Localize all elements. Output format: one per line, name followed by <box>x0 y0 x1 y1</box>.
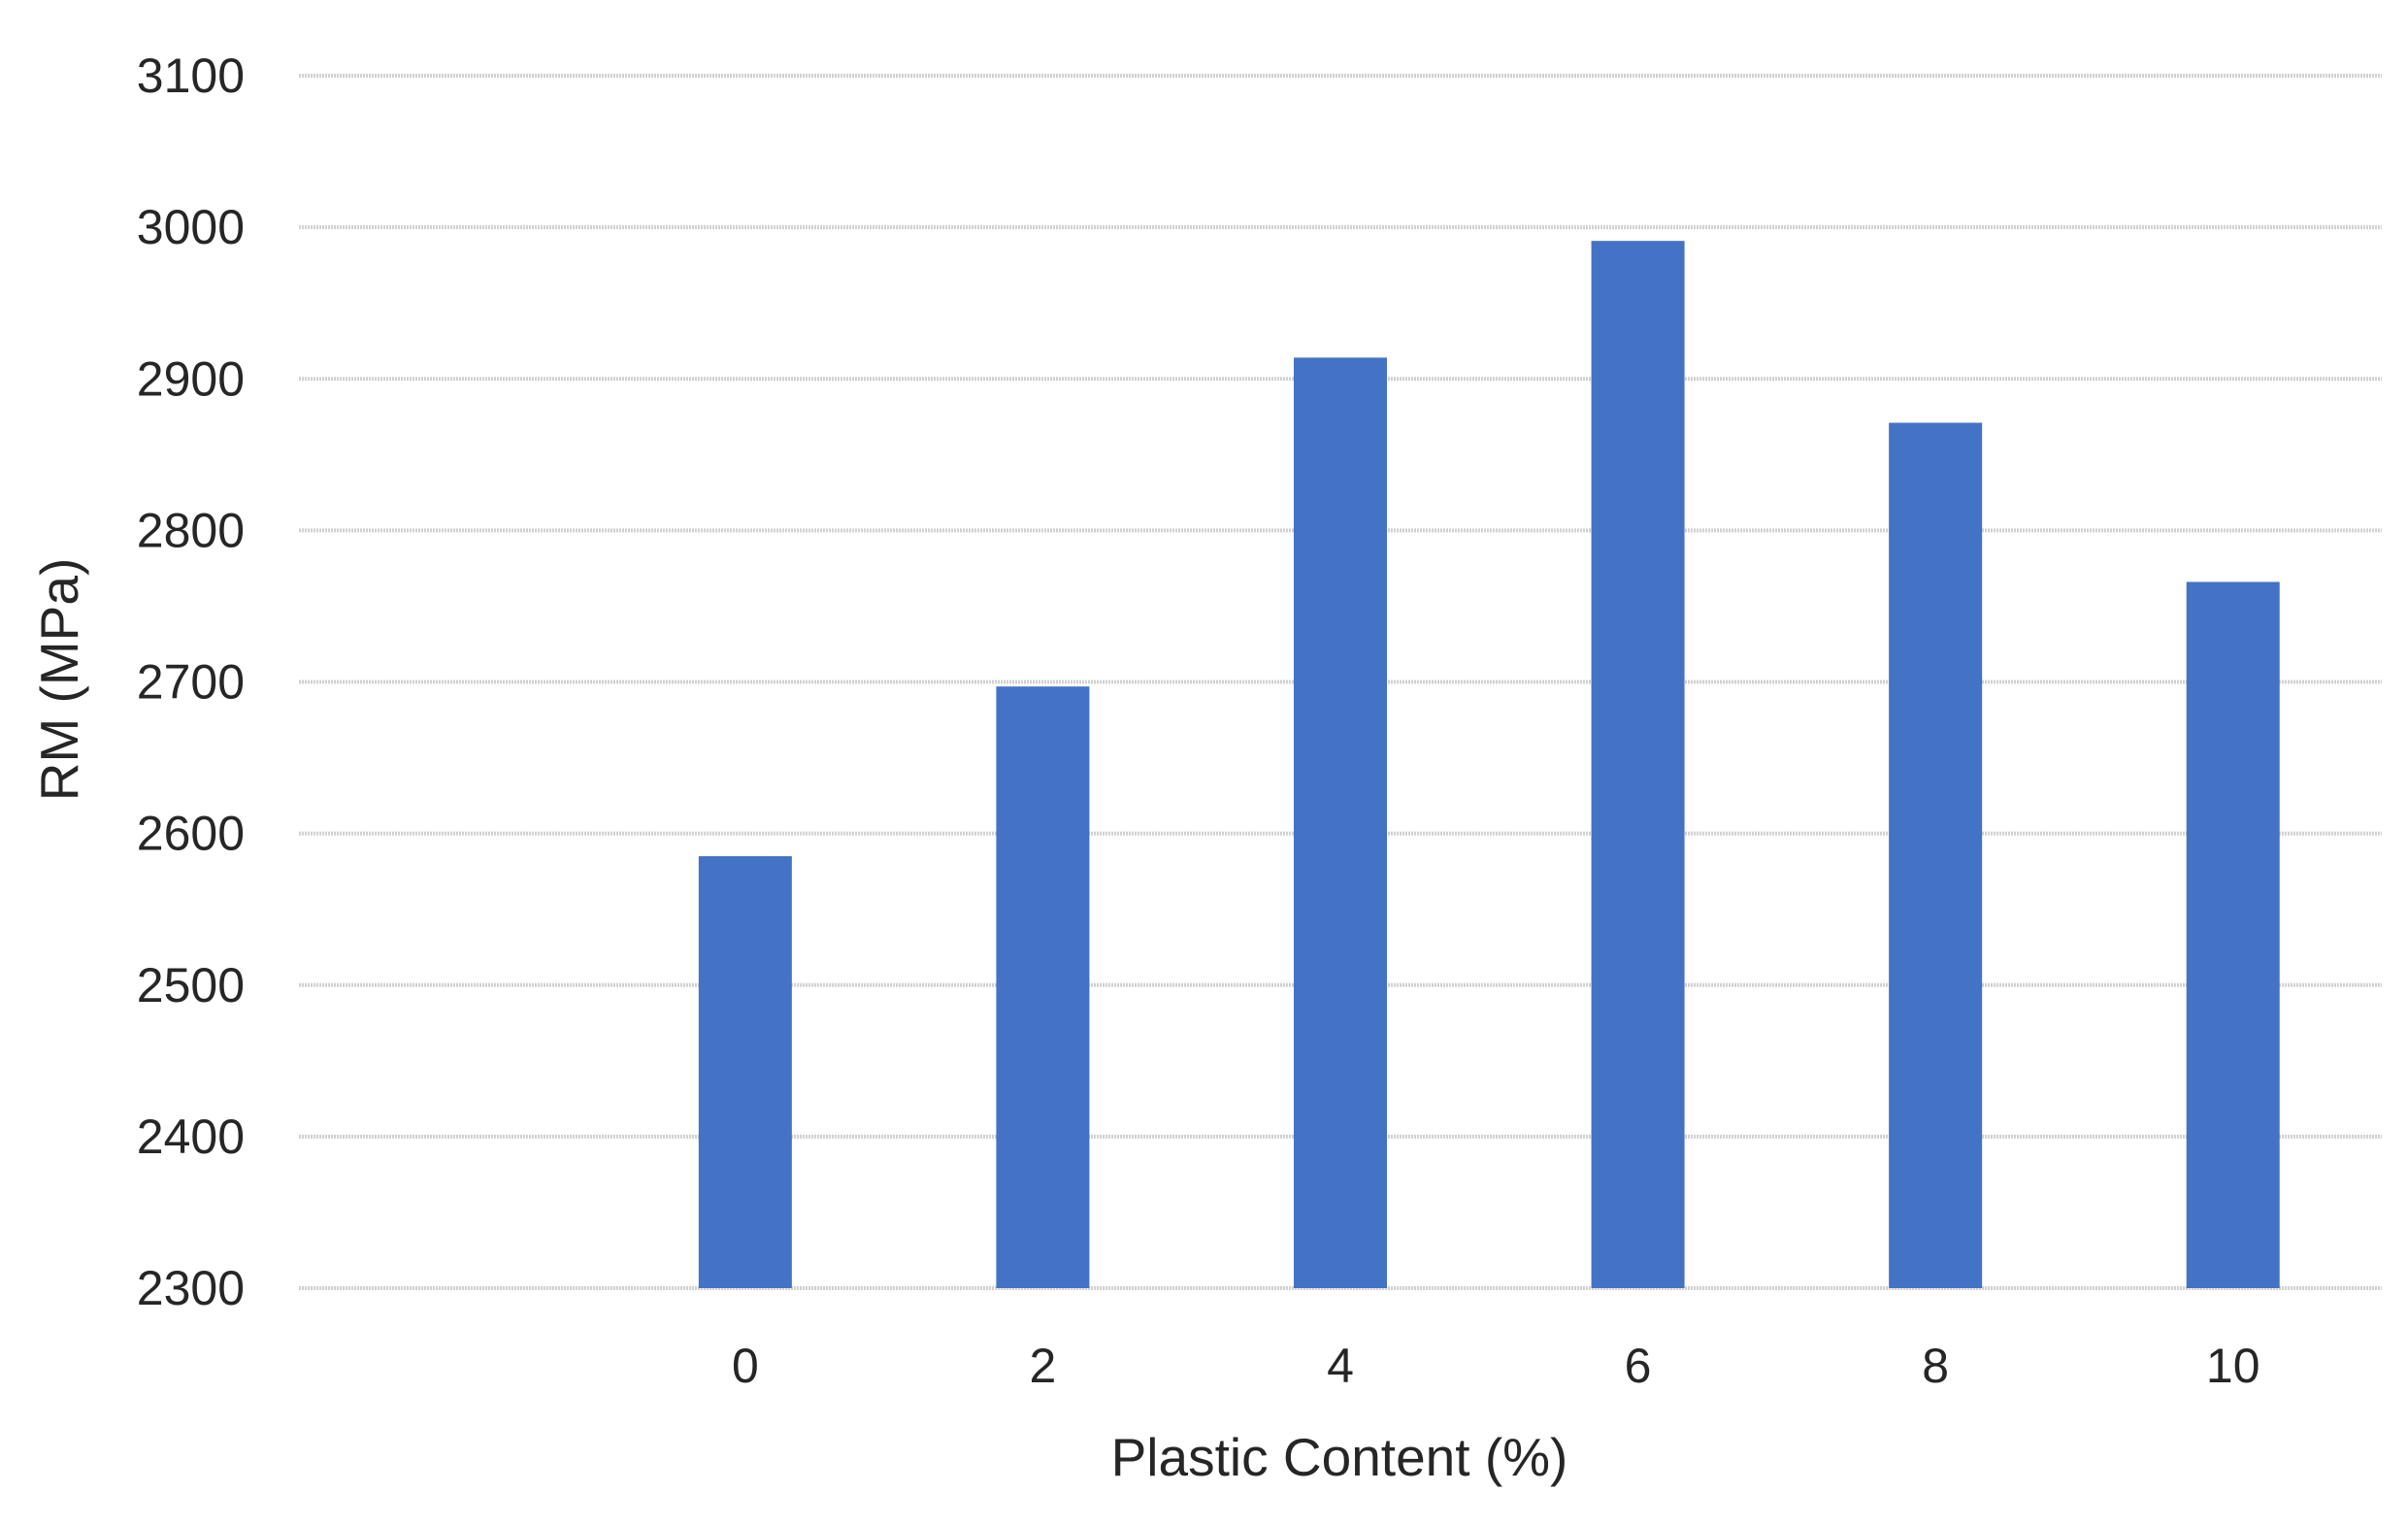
y-tick-label: 2400 <box>137 1110 245 1164</box>
bar <box>1294 357 1387 1289</box>
y-axis-title: RM (MPa) <box>29 558 89 802</box>
bar <box>698 856 792 1288</box>
bar <box>1889 422 1983 1288</box>
x-tick-label: 0 <box>732 1339 759 1393</box>
y-tick-label: 3100 <box>137 49 245 103</box>
y-tick-label: 2600 <box>137 807 245 861</box>
y-tick-label: 3000 <box>137 200 245 254</box>
x-tick-label: 6 <box>1625 1339 1652 1393</box>
x-tick-label: 8 <box>1922 1339 1949 1393</box>
x-axis-ticks: 0 2 4 6 8 10 <box>732 1339 2260 1393</box>
y-axis-ticks: 2300 2400 2500 2600 2700 2800 2900 3000 3100 <box>137 49 245 1315</box>
bars <box>698 241 2280 1289</box>
y-tick-label: 2700 <box>137 655 245 710</box>
x-tick-label: 4 <box>1327 1339 1354 1393</box>
x-tick-label: 10 <box>2206 1339 2260 1393</box>
y-tick-label: 2500 <box>137 958 245 1012</box>
y-tick-label: 2900 <box>137 351 245 406</box>
bar <box>1591 241 1685 1288</box>
y-tick-label: 2300 <box>137 1261 245 1315</box>
y-tick-label: 2800 <box>137 503 245 557</box>
x-axis-title: Plastic Content (%) <box>1111 1427 1568 1487</box>
bar <box>2186 581 2280 1288</box>
x-tick-label: 2 <box>1030 1339 1057 1393</box>
bar <box>996 686 1090 1288</box>
